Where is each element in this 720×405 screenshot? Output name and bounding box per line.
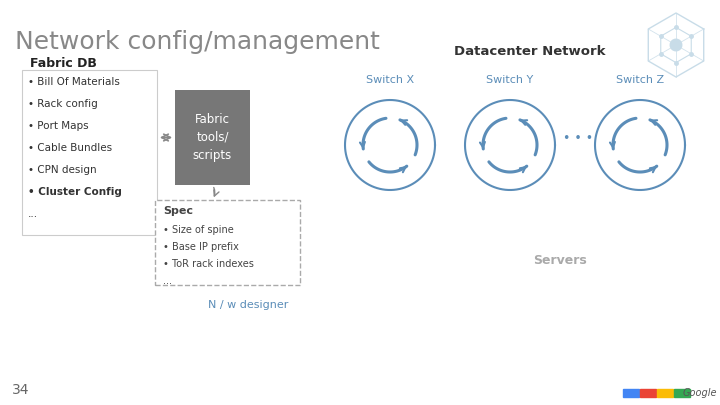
Bar [657,389,673,397]
Text: 34: 34 [12,383,30,397]
Text: • Port Maps: • Port Maps [28,121,89,131]
Bar [22,70,157,235]
Text: Datacenter Network: Datacenter Network [454,45,606,58]
Text: Network config/management: Network config/management [15,30,380,54]
Text: • Size of spine: • Size of spine [163,225,234,235]
Bar [623,389,639,397]
Text: Fabric
tools/
scripts: Fabric tools/ scripts [193,113,232,162]
Text: • Cable Bundles: • Cable Bundles [28,143,112,153]
Text: ...: ... [163,276,172,286]
Bar [175,90,250,185]
Text: • • •: • • • [563,132,593,145]
Text: • Base IP prefix: • Base IP prefix [163,242,239,252]
Text: Switch Z: Switch Z [616,75,664,85]
Text: Google: Google [683,388,717,398]
Text: • Rack config: • Rack config [28,99,98,109]
Bar [674,389,690,397]
Text: • ToR rack indexes: • ToR rack indexes [163,259,254,269]
Bar [640,389,656,397]
Text: Switch X: Switch X [366,75,414,85]
FancyBboxPatch shape [155,200,300,285]
Text: N / w designer: N / w designer [208,300,288,310]
Text: • Cluster Config: • Cluster Config [28,187,122,197]
Circle shape [670,39,682,51]
Text: • CPN design: • CPN design [28,165,96,175]
Text: Spec: Spec [163,206,193,216]
Text: ...: ... [28,209,38,219]
Text: • Bill Of Materials: • Bill Of Materials [28,77,120,87]
Text: Fabric DB: Fabric DB [30,57,97,70]
Text: Switch Y: Switch Y [487,75,534,85]
Text: Servers: Servers [533,254,587,266]
